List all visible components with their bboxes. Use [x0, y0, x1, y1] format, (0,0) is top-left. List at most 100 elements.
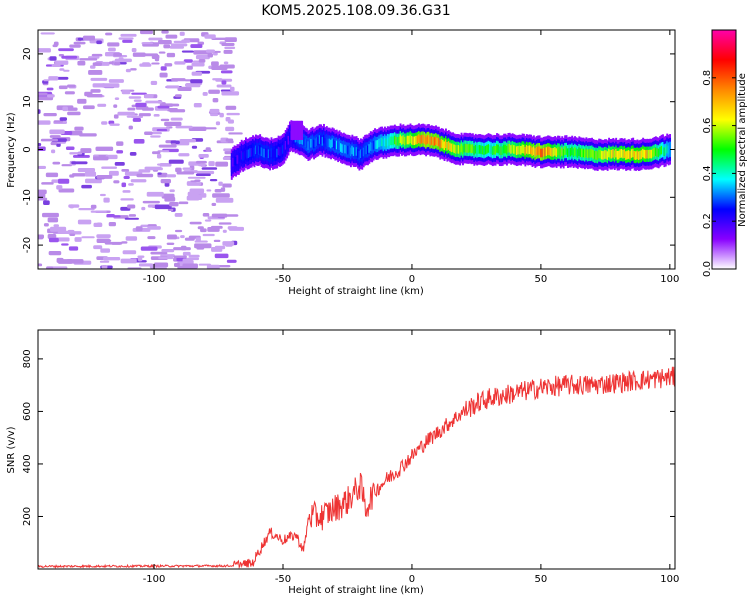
snr-panel: -100 -50 0 50 100 200 400 600 800 Height of str… — [6, 329, 679, 596]
spectrogram-noise-cell — [53, 41, 59, 46]
spectrogram-ridge-cell — [266, 148, 269, 158]
spectrogram-ridge-cell — [395, 136, 398, 146]
spectrogram-noise-cell — [145, 167, 163, 171]
spectrogram-ridge-cell — [243, 150, 246, 160]
spectrogram-ridge-cell — [660, 145, 663, 155]
spectrogram-ridge-cell — [362, 147, 365, 157]
spectrogram-ridge-cell — [252, 146, 254, 155]
spectrogram-noise-cell — [166, 234, 177, 240]
spectrogram-ridge-cell — [557, 146, 559, 156]
spectrogram-ridge-cell — [259, 145, 262, 154]
spectrogram-ridge-cell — [545, 147, 548, 156]
spectrogram-ridge-cell — [337, 142, 340, 152]
spectrogram-noise-cell — [158, 256, 174, 260]
spectrogram-noise-cell — [198, 59, 206, 63]
spectrogram-ridge-cell — [382, 139, 385, 148]
spectrogram-ridge-cell — [483, 146, 486, 156]
spectrogram-ridge-cell — [663, 147, 666, 157]
spectrogram-ridge-cell — [402, 135, 405, 144]
spectrogram-ridge-cell — [667, 145, 670, 155]
spectrogram-ridge-cell — [637, 151, 640, 160]
spectrogram-noise-cell — [160, 118, 170, 122]
spectrogram-noise-cell — [202, 212, 210, 217]
spectrogram-noise-cell — [77, 168, 96, 173]
spectrogram-noise-cell — [183, 59, 193, 63]
y-tick-label: 0 — [22, 146, 33, 152]
spectrogram-noise-cell — [90, 210, 107, 213]
spectrogram-ridge-cell — [584, 149, 586, 159]
spectrogram-noise-cell — [77, 219, 92, 225]
spectrogram-ridge-cell — [537, 146, 540, 156]
spectrogram-noise-cell — [78, 207, 95, 211]
spectrogram-noise-cell — [105, 154, 118, 160]
spectrogram-ridge-cell — [662, 145, 664, 154]
x-tick-label: -100 — [143, 574, 166, 585]
spectrogram-ridge-cell — [437, 137, 440, 147]
spectrogram-noise-cell — [38, 192, 46, 198]
spectrogram-noise-cell — [211, 202, 217, 207]
spectrogram-noise-cell — [230, 86, 235, 92]
spectrogram-ridge-cell — [354, 147, 357, 157]
spectrogram-noise-cell — [125, 68, 131, 73]
spectrogram-noise-cell — [169, 202, 179, 207]
spectrogram-ridge-cell — [636, 150, 639, 160]
spectrogram-ridge-cell — [479, 145, 481, 154]
spectrogram-ridge-cell — [307, 141, 310, 150]
spectrogram-noise-cell — [38, 142, 42, 147]
spectrogram-noise-cell — [117, 111, 135, 116]
spectrogram-noise-cell — [189, 188, 205, 194]
spectrogram-noise-cell — [105, 32, 113, 36]
spectrogram-noise-cell — [58, 48, 74, 52]
spectrogram-noise-cell — [128, 214, 137, 217]
spectrogram-noise-cell — [102, 256, 121, 261]
spectrogram-ridge-cell — [288, 132, 291, 142]
spectrogram-noise-cell — [188, 254, 200, 258]
spectrogram-ridge-cell — [581, 148, 584, 158]
spectrogram-noise-cell — [227, 226, 238, 230]
spectrogram-noise-cell — [68, 246, 79, 251]
spectrogram-noise-cell — [48, 76, 59, 81]
spectrogram-noise-cell — [87, 56, 100, 59]
spectrogram-noise-cell — [180, 235, 185, 239]
spectrogram-noise-cell — [38, 197, 48, 201]
spectrogram-noise-cell — [225, 126, 235, 132]
spectrogram-noise-cell — [175, 167, 182, 173]
spectrogram-noise-cell — [190, 79, 203, 84]
snr-frame — [37, 329, 676, 570]
spectrogram-ridge-cell — [523, 144, 525, 154]
spectrogram-noise-cell — [166, 174, 177, 178]
spectrogram-noise-cell — [121, 241, 128, 244]
spectrogram-ridge-cell — [295, 120, 298, 140]
spectrogram-noise-cell — [46, 87, 54, 91]
spectrogram-noise-cell — [147, 236, 156, 240]
spectrogram-noise-cell — [141, 42, 154, 45]
spectrogram-noise-cell — [209, 179, 218, 182]
spectrogram-ridge-cell — [341, 144, 344, 153]
spectrogram-ridge-cell — [442, 139, 445, 149]
spectrogram-ridge-cell — [290, 120, 293, 140]
spectrogram-noise-cell — [197, 41, 205, 45]
colorbar-tick-label: 0.0 — [702, 261, 713, 277]
spectrogram-ridge-cell — [429, 136, 432, 146]
spectrogram-ridge-cell — [235, 156, 237, 166]
spectrogram-ridge-cell — [626, 150, 629, 160]
spectrogram-noise-cell — [40, 32, 55, 35]
spectrogram-ridge-cell — [558, 146, 561, 156]
spectrogram-ridge-cell — [575, 148, 578, 157]
spectrogram-noise-cell — [165, 34, 178, 39]
spectrogram-cells — [38, 30, 672, 269]
spectrogram-ridge-cell — [616, 150, 619, 160]
spectrogram-ridge-cell — [426, 135, 429, 144]
spectrogram-ridge-cell — [357, 148, 359, 158]
x-tick-label: 0 — [409, 274, 415, 285]
spectrogram-noise-cell — [101, 166, 117, 169]
spectrogram-noise-cell — [55, 60, 69, 65]
spectrogram-ridge-cell — [521, 144, 524, 154]
spectrogram-ridge-cell — [647, 150, 650, 159]
spectrogram-ridge-cell — [646, 149, 649, 159]
spectrogram-noise-cell — [49, 129, 65, 135]
spectrogram-noise-cell — [221, 42, 235, 46]
spectrogram-noise-cell — [114, 61, 121, 66]
spectrogram-noise-cell — [131, 47, 137, 53]
spectrogram-ridge-cell — [486, 145, 489, 154]
